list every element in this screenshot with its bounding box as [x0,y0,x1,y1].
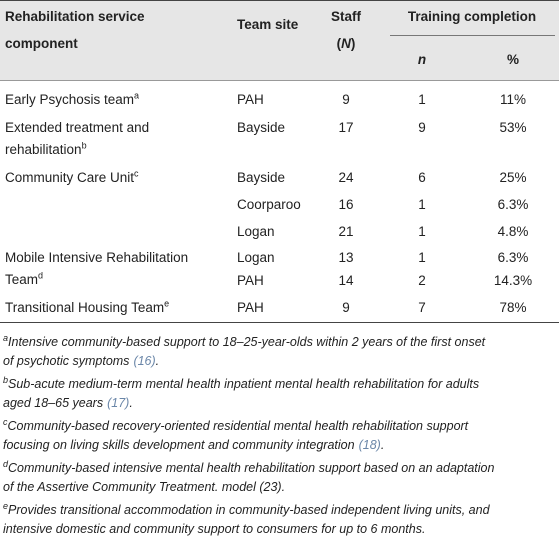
staff-cell: 13 [338,250,354,265]
n-cell: 6 [418,170,426,185]
staff-cell: 9 [342,92,350,107]
n-cell: 7 [418,300,426,315]
footnote-line: eProvides transitional accommodation in … [3,500,490,518]
footnote-end: . [129,396,133,410]
site-cell: Bayside [237,170,286,185]
footnote-end: . [155,354,160,368]
header-cell: Team site [237,17,299,32]
footnote-text: aged 18–65 years [3,396,104,410]
site-cell: PAH [237,300,264,315]
footnote-ref: (17) [107,396,130,410]
footnote-marker: d [38,270,44,281]
footnote-line: of psychotic symptoms (16). [3,353,159,369]
footnote-line: of the Assertive Community Treatment. mo… [3,479,285,495]
paren: ) [350,36,356,51]
pct-cell: 14.3% [493,273,533,288]
header-background [0,0,559,80]
component-cell: Early Psychosis teama [5,90,140,107]
component-cell: Transitional Housing Teame [5,298,170,315]
footnote-marker: a [134,90,140,101]
component-cell: Community Care Unitc [5,168,139,185]
n-cell: 2 [418,273,426,288]
footnote-text: Community-based intensive mental health … [8,461,495,475]
site-cell: Coorparoo [237,197,301,212]
footnote-text: Community-based recovery-oriented reside… [7,419,469,433]
component-cell: Extended treatment and [5,120,150,135]
staff-cell: 24 [338,170,354,185]
footnote-text: of psychotic symptoms [3,354,130,368]
staff-cell: 16 [338,197,354,212]
footnote-marker: d [3,458,9,469]
footnote-line: dCommunity-based intensive mental health… [3,458,495,476]
site-cell: PAH [237,92,264,107]
footnote-text: Sub-acute medium-term mental health inpa… [8,377,480,391]
header-cell: component [5,36,78,51]
site-cell: Bayside [237,120,286,135]
footnote-text: intensive domestic and community support… [3,522,426,536]
n-cell: 1 [418,92,426,107]
header-rule [0,80,559,81]
staff-cell: 17 [338,120,354,135]
header-cell: Rehabilitation service [5,9,145,24]
pct-cell: 4.8% [497,224,529,239]
component-cell: Mobile Intensive Rehabilitation [5,250,189,265]
footnote-marker: e [164,298,170,309]
footnote-marker: e [3,500,9,511]
n-cell: 1 [418,250,426,265]
n-cell: 9 [418,120,426,135]
staff-cell: 21 [338,224,354,239]
component-cell: Teamd [5,270,44,287]
n-cell: 1 [418,197,426,212]
table-bottom-rule [0,322,559,323]
footnote-text: of the Assertive Community Treatment. mo… [3,480,286,494]
pct-cell: 25% [499,170,527,185]
footnote-line: bSub-acute medium-term mental health inp… [3,374,480,392]
subheader-rule [390,35,555,36]
footnote-text: Provides transitional accommodation in c… [8,503,490,517]
staff-cell: 9 [342,300,350,315]
header-cell: n [417,52,427,67]
header-cell: Staff [331,9,361,24]
footnote-text: Intensive community-based support to 18–… [8,335,486,349]
footnote-line: aIntensive community-based support to 18… [3,332,486,350]
footnote-marker: c [134,168,139,179]
paren: ( [336,36,342,51]
footnote-end: . [380,438,385,452]
footnote-text: focusing on living skills development an… [3,438,355,452]
header-cell: Training completion [407,9,537,24]
footnote-line: intensive domestic and community support… [3,521,425,537]
pct-cell: 78% [499,300,527,315]
header-cell: % [506,52,520,67]
site-cell: Logan [237,250,275,265]
component-cell: rehabilitationb [5,140,87,157]
footnote-line: aged 18–65 years (17). [3,395,133,411]
header-cell: (N) [337,36,356,52]
pct-cell: 6.3% [497,250,529,265]
symbol: N [341,36,351,51]
footnote-marker: b [3,374,9,385]
site-cell: PAH [237,273,264,288]
staff-cell: 14 [338,273,354,288]
footnote-marker: c [3,416,8,427]
site-cell: Logan [237,224,275,239]
footnote-ref: (18) [358,438,381,452]
pct-cell: 6.3% [497,197,529,212]
top-rule [0,0,559,1]
footnote-line: cCommunity-based recovery-oriented resid… [3,416,469,434]
pct-cell: 11% [499,92,527,107]
n-cell: 1 [418,224,426,239]
pct-cell: 53% [499,120,527,135]
footnote-marker: b [81,140,87,151]
footnote-ref: (16) [133,354,156,368]
footnote-marker: a [3,332,9,343]
footnote-line: focusing on living skills development an… [3,437,384,453]
